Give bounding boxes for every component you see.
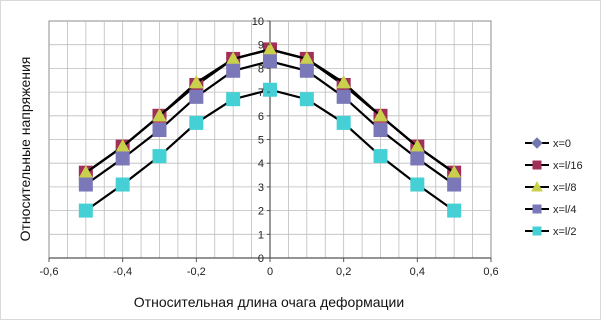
data-point [410,177,425,192]
y-tick-label: 4 [258,158,264,170]
data-point [447,203,462,218]
data-point [78,177,93,192]
data-point [115,177,130,192]
x-tick-label: 0,4 [410,266,425,278]
data-point [152,108,167,122]
y-tick-label: 3 [258,182,264,194]
y-tick-label: 8 [258,63,264,75]
legend-item-4: x=l/2 [525,226,577,238]
legend-marker [532,226,542,236]
data-point [152,149,167,164]
legend-label: x=l/2 [553,226,577,238]
data-point [189,89,204,104]
series-layer [78,41,462,218]
series-4 [78,82,462,218]
data-point [152,123,167,138]
data-point [336,89,351,104]
legend-label: x=l/4 [553,204,577,216]
data-point [299,63,314,78]
legend-marker [532,204,542,214]
x-tick-label: 0 [267,266,273,278]
legend-marker [531,180,543,192]
y-tick-label: 5 [258,135,264,147]
y-tick-label: 6 [258,111,264,123]
x-tick-label: -0,2 [187,266,206,278]
x-tick-label: 0,6 [483,266,498,278]
legend-marker [532,160,542,170]
legend-item-0: x=0 [525,137,571,150]
legend-label: x=l/16 [553,160,583,172]
data-point [226,92,241,107]
legend-item-1: x=l/16 [525,160,583,172]
data-point [115,151,130,166]
data-point [78,203,93,218]
y-tick-label: 7 [258,87,264,99]
legend-label: x=0 [553,138,571,150]
y-tick-label: 0 [258,253,264,265]
x-tick-label: 0,2 [336,266,351,278]
y-tick-label: 9 [258,40,264,52]
series-3 [78,54,462,192]
data-point [373,149,388,164]
y-tick-label: 2 [258,206,264,218]
legend-item-3: x=l/4 [525,204,577,216]
legend-marker [531,137,543,149]
data-point [373,108,388,122]
data-point [263,82,277,97]
tick-layer: -0,6 -0,4 -0,2 0 0,2 0,4 0,6 0 1 2 3 4 5 6 7 8 9 10 [40,16,499,278]
data-point [299,92,314,107]
x-tick-label: -0,6 [40,266,59,278]
legend-item-2: x=l/8 [525,180,577,194]
y-tick-label: 10 [252,16,264,28]
data-point [336,115,351,130]
x-axis-title: Относительная длина очага деформации [134,294,404,310]
y-axis-title: Относительные напряжения [17,57,33,242]
x-tick-label: -0,4 [113,266,132,278]
data-point [410,151,425,166]
data-point [189,115,204,130]
legend-label: x=l/8 [553,182,577,194]
legend: x=0 x=l/16 x=l/8 x=l/4 x=l/2 [525,137,583,238]
data-point [188,75,204,89]
data-point [336,75,352,89]
y-tick-label: 1 [258,229,264,241]
data-point [447,177,462,192]
data-point [373,123,388,138]
data-point [263,54,277,69]
data-point [226,63,241,78]
